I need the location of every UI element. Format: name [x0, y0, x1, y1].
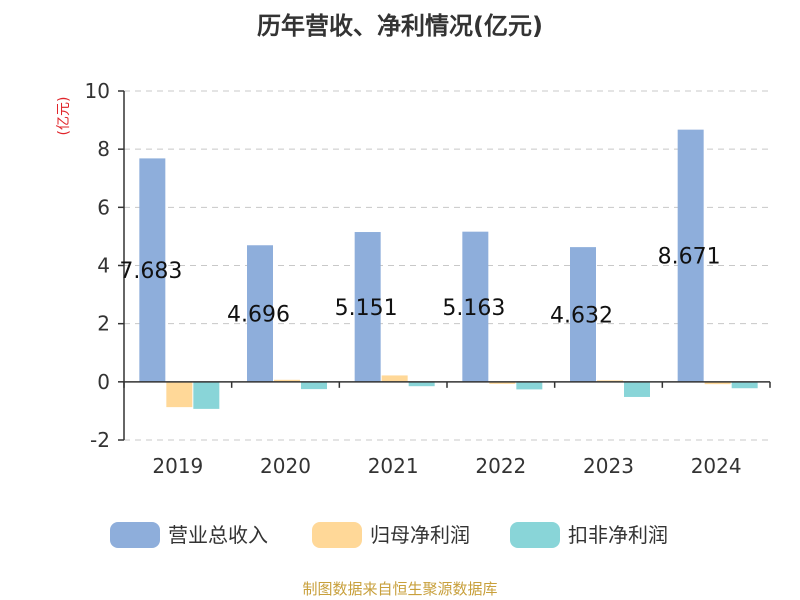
x-tick-label: 2021 — [368, 454, 419, 478]
bar-2021-series-1 — [381, 375, 408, 382]
legend[interactable]: 营业总收入 归母净利润 扣非净利润 — [110, 522, 668, 548]
legend-swatch — [510, 522, 560, 548]
data-label: 4.632 — [550, 303, 613, 328]
bar-2022-series-0 — [462, 231, 489, 382]
bars — [139, 129, 758, 409]
grid-lines — [124, 90, 770, 441]
legend-item-0[interactable]: 营业总收入 — [110, 522, 268, 548]
x-tick-label: 2022 — [475, 454, 526, 478]
y-tick-label: 10 — [85, 79, 110, 103]
x-tick-label: 2020 — [260, 454, 311, 478]
y-tick-label: 0 — [97, 370, 110, 394]
bar-2020-series-0 — [247, 245, 273, 382]
y-unit-label: (亿元) — [56, 97, 72, 136]
bar-2020-series-2 — [301, 381, 327, 390]
data-label: 8.671 — [658, 245, 721, 270]
bar-2022-series-1 — [489, 381, 516, 384]
legend-swatch — [110, 522, 160, 548]
y-tick-label: 4 — [97, 254, 110, 278]
bar-2021-series-2 — [408, 381, 435, 387]
bar-2019-series-0 — [139, 158, 166, 382]
legend-item-2[interactable]: 扣非净利润 — [510, 522, 668, 548]
axes: -2 0 2 4 6 8 10 2019 2020 2021 2022 2023 2024 — [85, 79, 771, 478]
legend-label: 归母净利润 — [370, 523, 470, 547]
bar-2024-series-0 — [677, 129, 704, 382]
x-tick-label: 2019 — [152, 454, 203, 478]
bar-2024-series-2 — [731, 381, 758, 389]
data-label: 5.151 — [335, 296, 398, 321]
y-tick-label: 6 — [97, 195, 110, 219]
bar-2019-series-2 — [193, 381, 220, 409]
y-tick-label: 8 — [97, 137, 110, 161]
chart-title: 历年营收、净利情况(亿元) — [257, 12, 543, 40]
legend-swatch — [312, 522, 362, 548]
x-tick-label: 2024 — [691, 454, 742, 478]
bar-2023-series-0 — [570, 247, 596, 382]
y-tick-label: 2 — [97, 312, 110, 336]
data-labels: 7.683 4.696 5.151 5.163 4.632 8.671 — [119, 245, 720, 329]
legend-label: 营业总收入 — [168, 523, 268, 547]
bar-2020-series-1 — [274, 379, 300, 382]
bar-2019-series-1 — [166, 381, 193, 408]
bar-2023-series-2 — [624, 381, 650, 397]
bar-2024-series-1 — [704, 381, 731, 385]
y-tick-label: -2 — [90, 428, 110, 452]
x-tick-label: 2023 — [583, 454, 634, 478]
legend-label: 扣非净利润 — [568, 523, 668, 547]
data-label: 4.696 — [227, 303, 290, 328]
data-label: 7.683 — [119, 259, 182, 284]
bar-2022-series-2 — [516, 381, 543, 390]
source-note: 制图数据来自恒生聚源数据库 — [302, 580, 497, 598]
legend-item-1[interactable]: 归母净利润 — [312, 522, 470, 548]
data-label: 5.163 — [442, 296, 505, 321]
bar-2021-series-0 — [354, 232, 381, 382]
